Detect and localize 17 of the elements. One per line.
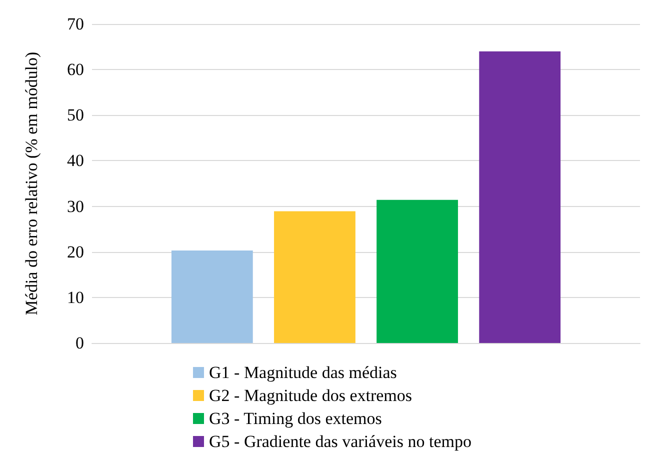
- legend-label: G5 - Gradiente das variáveis no tempo: [209, 432, 472, 451]
- y-tick-label: 30: [67, 196, 84, 216]
- bar: [376, 200, 458, 343]
- legend-label: G2 - Magnitude dos extremos: [209, 386, 412, 405]
- bar: [479, 51, 561, 343]
- y-tick-label: 60: [67, 60, 84, 80]
- y-tick-label: 70: [67, 14, 84, 34]
- y-tick-label: 20: [67, 242, 84, 262]
- y-tick-label: 40: [67, 151, 84, 170]
- legend-label: G3 - Timing dos extemos: [209, 409, 382, 428]
- legend-label: G1 - Magnitude das médias: [209, 363, 397, 382]
- bar: [274, 211, 356, 343]
- y-axis-title: Média do erro relativo (% em módulo): [22, 52, 41, 316]
- y-tick-label: 10: [67, 288, 84, 307]
- bar: [171, 250, 253, 343]
- y-tick-label: 50: [67, 106, 84, 125]
- y-tick-label: 0: [76, 334, 84, 352]
